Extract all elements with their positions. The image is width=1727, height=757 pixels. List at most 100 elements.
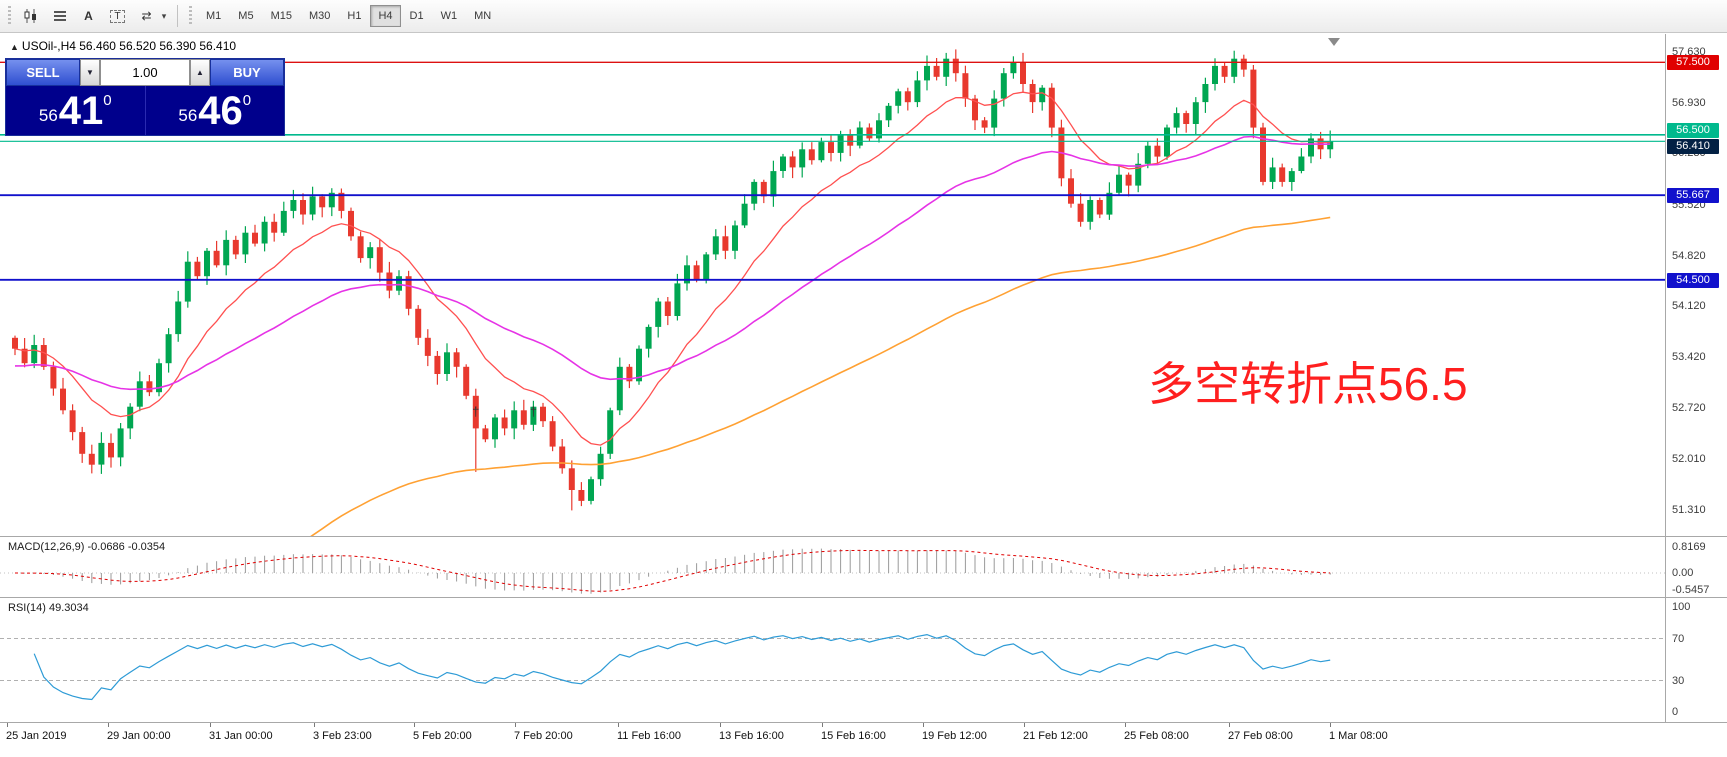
time-axis-label: 15 Feb 16:00 <box>821 730 886 742</box>
text-box-button[interactable]: T <box>104 4 131 28</box>
buy-price-pips: 46 <box>198 89 243 133</box>
time-tick <box>108 723 109 727</box>
price-axis-label: 52.720 <box>1672 401 1706 414</box>
sell-price-point: 0 <box>103 92 112 109</box>
time-tick <box>1229 723 1230 727</box>
chevron-down-icon: ▾ <box>161 10 167 21</box>
panel-separator <box>0 722 1727 723</box>
volume-decrease-button[interactable]: ▼ <box>80 59 100 86</box>
volume-input[interactable] <box>100 59 190 86</box>
time-tick <box>414 723 415 727</box>
rsi-scale-label: 100 <box>1672 601 1691 613</box>
toolbar-separator <box>177 5 178 27</box>
ma-mid-magenta <box>14 135 1331 391</box>
price-axis-label: 57.630 <box>1672 45 1706 58</box>
price-axis-label: 54.820 <box>1672 249 1706 262</box>
tab-timeframe-M5[interactable]: M5 <box>230 5 261 27</box>
macd-scale-label: 0.8169 <box>1672 541 1706 554</box>
ma-fast-red <box>14 91 1331 446</box>
macd-scale-label: 0.00 <box>1672 567 1694 579</box>
time-tick <box>515 723 516 727</box>
up-arrow-icon: ▲ <box>196 68 204 77</box>
panel-separator[interactable] <box>0 536 1727 537</box>
time-axis[interactable]: 25 Jan 2019 29 Jan 00:00 31 Jan 00:00 3 Feb… <box>0 723 1727 757</box>
toolbar-drag-handle[interactable] <box>8 6 11 26</box>
time-tick <box>822 723 823 727</box>
text-label-button[interactable]: A <box>75 4 102 28</box>
price-axis[interactable]: 57.63056.93056.23055.52054.82054.12053.4… <box>1666 0 1727 757</box>
cross-marker[interactable]: † <box>472 404 479 419</box>
panel-separator[interactable] <box>0 597 1727 598</box>
symbol-ohlc-text: USOil-,H4 56.460 56.520 56.390 56.410 <box>21 39 237 53</box>
cursor-modes-dropdown[interactable]: ▾ <box>158 4 170 28</box>
time-tick <box>314 723 315 727</box>
tab-timeframe-M15[interactable]: M15 <box>263 5 300 27</box>
rsi-line <box>33 633 1331 701</box>
tab-timeframe-M30[interactable]: M30 <box>301 5 338 27</box>
down-arrow-icon: ▼ <box>86 68 94 77</box>
tab-timeframe-H1[interactable]: H1 <box>339 5 369 27</box>
macd-chart[interactable] <box>0 537 1665 597</box>
sell-price-pips: 41 <box>58 89 104 133</box>
price-chart[interactable]: † † <box>0 34 1665 536</box>
chart-annotation-text: 多空转折点56.5 <box>1148 358 1468 410</box>
tab-timeframe-W1[interactable]: W1 <box>433 5 466 27</box>
time-tick <box>618 723 619 727</box>
cycle-arrows-icon: ⇄ <box>141 9 152 23</box>
time-tick <box>210 723 211 727</box>
cursor-modes-button[interactable]: ⇄ <box>133 4 160 28</box>
price-axis-label: 52.010 <box>1672 453 1706 466</box>
sell-price[interactable]: 56 41 0 <box>6 86 146 135</box>
tab-timeframe-MN[interactable]: MN <box>466 5 499 27</box>
objects-list-button[interactable] <box>46 4 73 28</box>
price-axis-label: 54.120 <box>1672 300 1706 313</box>
buy-price[interactable]: 56 46 0 <box>146 86 285 135</box>
rsi-scale-label: 30 <box>1672 674 1685 687</box>
volume-increase-button[interactable]: ▲ <box>190 59 210 86</box>
price-axis-border <box>1665 34 1666 722</box>
time-tick <box>1330 723 1331 727</box>
ma-slow-orange <box>310 216 1331 536</box>
time-axis-label: 31 Jan 00:00 <box>209 730 273 742</box>
price-badge: 57.500 <box>1667 55 1719 71</box>
cross-marker[interactable]: † <box>530 404 537 419</box>
tab-timeframe-M1[interactable]: M1 <box>198 5 229 27</box>
price-badge: 56.410 <box>1667 139 1719 155</box>
time-axis-label: 11 Feb 16:00 <box>617 730 682 742</box>
timeframe-drag-handle[interactable] <box>189 6 192 26</box>
time-axis-label: 21 Feb 12:00 <box>1023 730 1088 742</box>
buy-price-main: 56 <box>178 106 198 125</box>
one-click-trading-panel: SELL ▼ ▲ BUY 56 41 0 56 46 0 <box>6 59 284 135</box>
price-axis-label: 53.420 <box>1672 351 1706 364</box>
time-axis-label: 29 Jan 00:00 <box>107 730 171 742</box>
time-axis-label: 1 Mar 08:00 <box>1329 730 1388 742</box>
time-axis-label: 13 Feb 16:00 <box>719 730 784 742</box>
time-axis-label: 27 Feb 08:00 <box>1228 730 1293 742</box>
letter-t-icon: T <box>110 9 125 23</box>
letter-a-icon: A <box>84 9 93 23</box>
timeframe-toolbar: M1 M5 M15 M30 H1 H4 D1 W1 MN <box>198 5 499 27</box>
candlestick-chart-icon <box>24 9 36 23</box>
indicators-button[interactable] <box>17 4 44 28</box>
tab-timeframe-H4[interactable]: H4 <box>370 5 401 27</box>
macd-header: MACD(12,26,9) -0.0686 -0.0354 <box>8 541 166 553</box>
time-tick <box>720 723 721 727</box>
sell-price-main: 56 <box>38 106 58 125</box>
time-tick <box>1125 723 1126 727</box>
price-badge: 54.500 <box>1667 272 1719 288</box>
buy-button[interactable]: BUY <box>210 59 284 86</box>
tab-timeframe-D1[interactable]: D1 <box>402 5 432 27</box>
rsi-chart[interactable] <box>0 598 1665 722</box>
buy-price-point: 0 <box>242 92 252 109</box>
time-tick <box>7 723 8 727</box>
price-axis-label: 51.310 <box>1672 504 1706 517</box>
chart-shift-marker[interactable] <box>1328 38 1340 46</box>
sell-button[interactable]: SELL <box>6 59 80 86</box>
price-badge: 55.667 <box>1667 188 1719 204</box>
list-icon <box>53 11 66 21</box>
one-click-collapse-arrow[interactable]: ▲ <box>10 42 19 52</box>
rsi-scale-label: 0 <box>1672 706 1679 718</box>
rsi-header: RSI(14) 49.3034 <box>8 602 89 614</box>
time-axis-label: 19 Feb 12:00 <box>922 730 987 742</box>
